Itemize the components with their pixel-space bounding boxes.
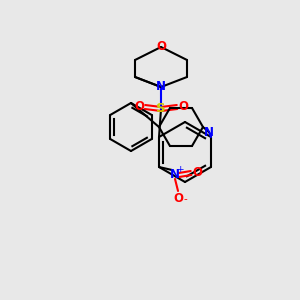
Text: O: O bbox=[156, 40, 166, 53]
Text: S: S bbox=[156, 103, 166, 116]
Text: N: N bbox=[170, 169, 180, 182]
Text: N: N bbox=[204, 125, 214, 139]
Text: +: + bbox=[176, 166, 184, 175]
Text: O: O bbox=[178, 100, 188, 113]
Text: N: N bbox=[156, 80, 166, 94]
Text: O: O bbox=[134, 100, 144, 113]
Text: O: O bbox=[173, 193, 183, 206]
Text: O: O bbox=[192, 167, 202, 179]
Text: -: - bbox=[183, 194, 187, 204]
